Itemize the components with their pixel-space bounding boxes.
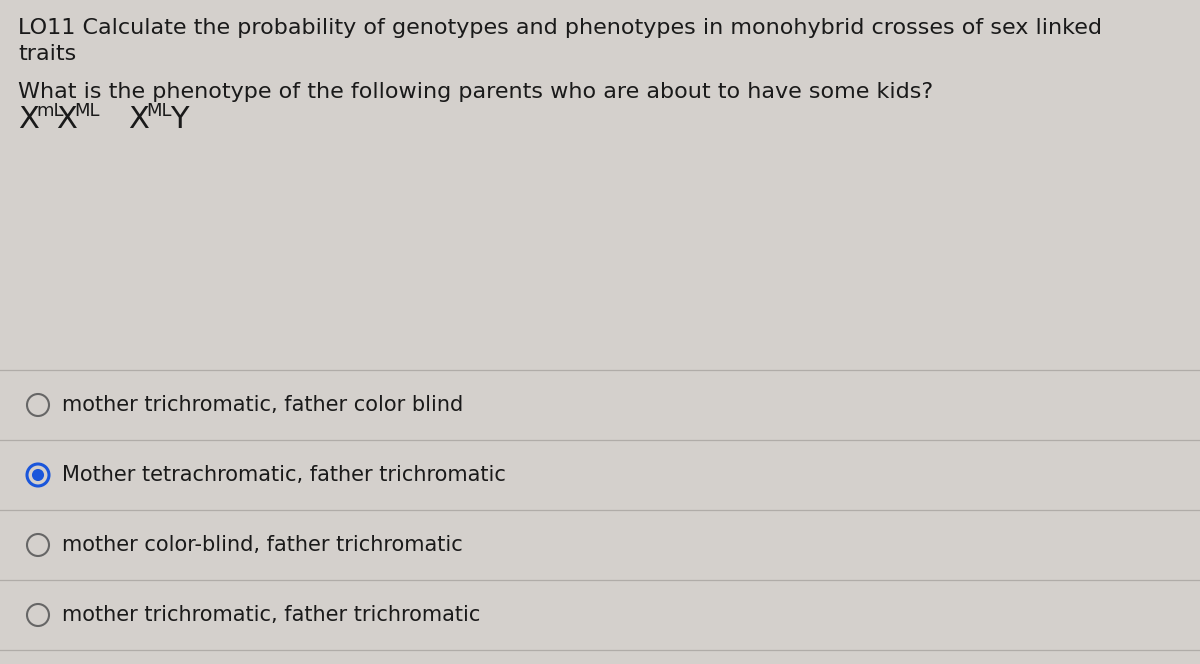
- Text: Y: Y: [170, 105, 188, 134]
- Text: ML: ML: [74, 102, 100, 120]
- Text: LO11 Calculate the probability of genotypes and phenotypes in monohybrid crosses: LO11 Calculate the probability of genoty…: [18, 18, 1102, 38]
- Text: X: X: [56, 105, 77, 134]
- Text: mother trichromatic, father trichromatic: mother trichromatic, father trichromatic: [62, 605, 480, 625]
- Text: Mother tetrachromatic, father trichromatic: Mother tetrachromatic, father trichromat…: [62, 465, 506, 485]
- Text: mother color-blind, father trichromatic: mother color-blind, father trichromatic: [62, 535, 463, 555]
- Text: X: X: [18, 105, 38, 134]
- Text: mL: mL: [36, 102, 64, 120]
- Text: ML: ML: [146, 102, 172, 120]
- Text: mother trichromatic, father color blind: mother trichromatic, father color blind: [62, 395, 463, 415]
- Text: What is the phenotype of the following parents who are about to have some kids?: What is the phenotype of the following p…: [18, 82, 934, 102]
- Text: X: X: [128, 105, 149, 134]
- Circle shape: [32, 469, 44, 481]
- Text: traits: traits: [18, 44, 77, 64]
